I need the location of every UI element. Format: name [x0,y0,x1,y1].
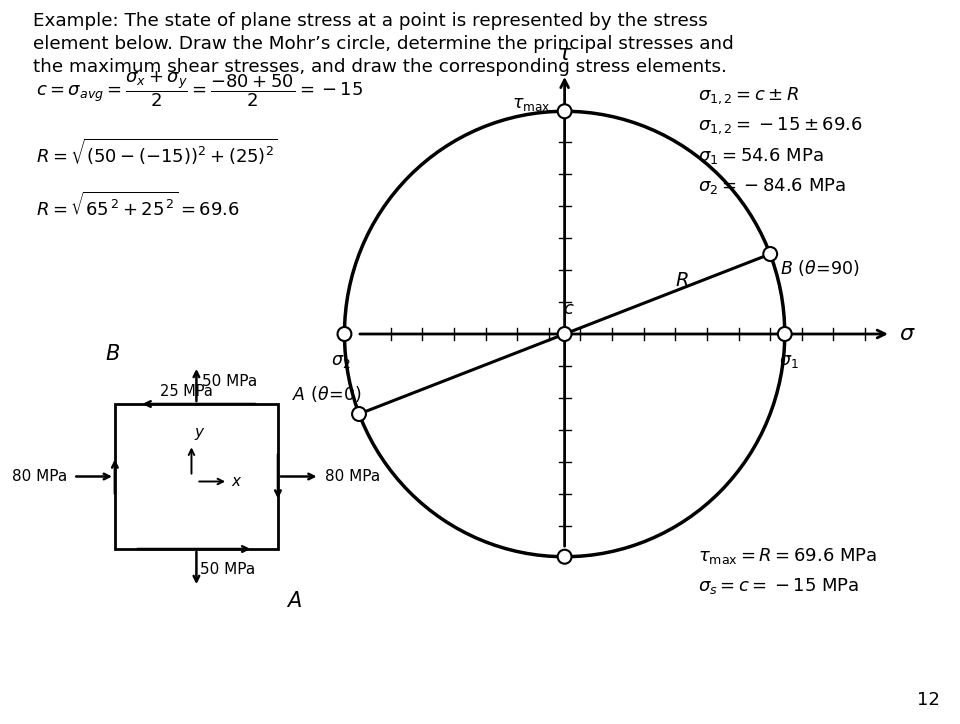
Text: the maximum shear stresses, and draw the corresponding stress elements.: the maximum shear stresses, and draw the… [33,58,727,76]
Text: $y$: $y$ [195,426,206,442]
Circle shape [338,327,351,341]
Text: $\tau_{\mathrm{max}} = R = 69.6\ \mathrm{MPa}$: $\tau_{\mathrm{max}} = R = 69.6\ \mathrm… [698,546,877,566]
Text: $B\ (\theta\!=\!90)$: $B\ (\theta\!=\!90)$ [780,258,860,278]
Circle shape [558,550,571,564]
Circle shape [558,327,571,341]
Bar [115,404,278,549]
Text: 50 MPa: 50 MPa [203,374,257,390]
Text: 12: 12 [918,691,940,709]
Text: $B$: $B$ [106,344,120,364]
Text: $\sigma_1$: $\sigma_1$ [779,352,799,370]
Text: $c = \sigma_{avg} = \dfrac{\sigma_x + \sigma_y}{2} = \dfrac{-80+50}{2} = -15$: $c = \sigma_{avg} = \dfrac{\sigma_x + \s… [36,70,363,109]
Text: $R = \sqrt{(50-(-15))^2+(25)^2}$: $R = \sqrt{(50-(-15))^2+(25)^2}$ [36,137,277,167]
Text: 80 MPa: 80 MPa [325,469,381,484]
Circle shape [778,327,792,341]
Text: $x$: $x$ [231,474,243,489]
Text: $A\ (\theta\!=\!0)$: $A\ (\theta\!=\!0)$ [292,384,362,404]
Text: $\sigma_2 = -84.6\ \mathrm{MPa}$: $\sigma_2 = -84.6\ \mathrm{MPa}$ [698,176,846,196]
Text: 80 MPa: 80 MPa [12,469,67,484]
Text: $\tau_{\mathrm{max}}$: $\tau_{\mathrm{max}}$ [513,96,551,113]
Text: $\sigma_{1,2} = -15 \pm 69.6$: $\sigma_{1,2} = -15 \pm 69.6$ [698,116,862,136]
Text: 50 MPa: 50 MPa [201,562,255,576]
Text: $\tau$: $\tau$ [557,44,572,64]
Circle shape [558,104,571,118]
Text: Example: The state of plane stress at a point is represented by the stress: Example: The state of plane stress at a … [33,12,708,30]
Text: $A$: $A$ [286,591,301,611]
Text: $R = \sqrt{65^{\,2}+25^{\,2}} = 69.6$: $R = \sqrt{65^{\,2}+25^{\,2}} = 69.6$ [36,192,239,220]
Text: $\sigma_2$: $\sigma_2$ [331,352,350,370]
Text: 25 MPa: 25 MPa [160,384,213,399]
Text: $R$: $R$ [675,271,689,290]
Circle shape [352,407,366,421]
Text: $c$: $c$ [563,300,574,318]
Text: $\sigma_1 = 54.6\ \mathrm{MPa}$: $\sigma_1 = 54.6\ \mathrm{MPa}$ [698,146,824,166]
Text: $\sigma_s = c = -15\ \mathrm{MPa}$: $\sigma_s = c = -15\ \mathrm{MPa}$ [698,576,859,596]
Text: element below. Draw the Mohr’s circle, determine the principal stresses and: element below. Draw the Mohr’s circle, d… [33,35,733,53]
Text: $\sigma$: $\sigma$ [899,324,916,344]
Text: $\sigma_{1,2} = c \pm R$: $\sigma_{1,2} = c \pm R$ [698,85,800,106]
Circle shape [763,247,778,261]
